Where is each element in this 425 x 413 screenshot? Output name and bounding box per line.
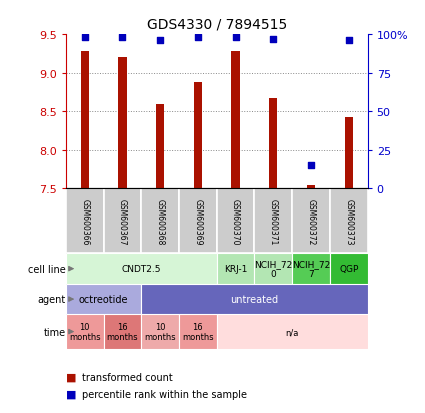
Text: ■: ■ bbox=[66, 372, 76, 382]
Title: GDS4330 / 7894515: GDS4330 / 7894515 bbox=[147, 17, 287, 31]
Bar bbox=[269, 99, 278, 189]
Text: ■: ■ bbox=[66, 389, 76, 399]
Text: GSM600368: GSM600368 bbox=[156, 198, 164, 244]
Point bbox=[346, 38, 352, 45]
Bar bbox=[81, 52, 89, 189]
Bar bbox=[330, 189, 368, 254]
Bar bbox=[141, 284, 368, 315]
Bar bbox=[66, 284, 141, 315]
Bar bbox=[66, 254, 217, 284]
Text: NCIH_72
7: NCIH_72 7 bbox=[292, 259, 330, 279]
Text: GSM600366: GSM600366 bbox=[80, 198, 89, 244]
Bar bbox=[292, 189, 330, 254]
Bar bbox=[156, 104, 164, 189]
Text: agent: agent bbox=[38, 294, 66, 304]
Bar bbox=[141, 315, 179, 349]
Text: n/a: n/a bbox=[286, 327, 299, 336]
Text: GSM600372: GSM600372 bbox=[306, 198, 315, 244]
Bar bbox=[307, 185, 315, 189]
Text: 16
months: 16 months bbox=[107, 322, 138, 342]
Text: time: time bbox=[44, 327, 66, 337]
Text: NCIH_72
0: NCIH_72 0 bbox=[254, 259, 292, 279]
Text: 10
months: 10 months bbox=[144, 322, 176, 342]
Bar bbox=[141, 189, 179, 254]
Point bbox=[195, 35, 201, 41]
Text: 16
months: 16 months bbox=[182, 322, 214, 342]
Text: CNDT2.5: CNDT2.5 bbox=[122, 264, 161, 273]
Point bbox=[119, 35, 126, 41]
Bar bbox=[345, 118, 353, 189]
Text: untreated: untreated bbox=[230, 294, 278, 304]
Text: cell line: cell line bbox=[28, 264, 66, 274]
Bar bbox=[217, 254, 255, 284]
Bar bbox=[66, 315, 104, 349]
Bar bbox=[104, 315, 141, 349]
Bar bbox=[118, 58, 127, 189]
Bar bbox=[217, 315, 368, 349]
Text: percentile rank within the sample: percentile rank within the sample bbox=[82, 389, 247, 399]
Bar bbox=[330, 254, 368, 284]
Text: GSM600371: GSM600371 bbox=[269, 198, 278, 244]
Point bbox=[157, 38, 164, 45]
Bar bbox=[179, 189, 217, 254]
Bar bbox=[217, 189, 255, 254]
Point bbox=[232, 35, 239, 41]
Text: GSM600373: GSM600373 bbox=[344, 198, 353, 244]
Text: octreotide: octreotide bbox=[79, 294, 128, 304]
Text: 10
months: 10 months bbox=[69, 322, 101, 342]
Text: KRJ-1: KRJ-1 bbox=[224, 264, 247, 273]
Bar bbox=[255, 254, 292, 284]
Text: transformed count: transformed count bbox=[82, 372, 173, 382]
Bar bbox=[194, 83, 202, 189]
Bar bbox=[104, 189, 141, 254]
Bar bbox=[179, 315, 217, 349]
Text: GSM600370: GSM600370 bbox=[231, 198, 240, 244]
Bar bbox=[66, 189, 104, 254]
Text: QGP: QGP bbox=[339, 264, 358, 273]
Bar bbox=[292, 254, 330, 284]
Text: GSM600367: GSM600367 bbox=[118, 198, 127, 244]
Point bbox=[308, 163, 314, 169]
Point bbox=[270, 36, 277, 43]
Bar bbox=[232, 52, 240, 189]
Bar bbox=[255, 189, 292, 254]
Point bbox=[81, 35, 88, 41]
Text: GSM600369: GSM600369 bbox=[193, 198, 202, 244]
